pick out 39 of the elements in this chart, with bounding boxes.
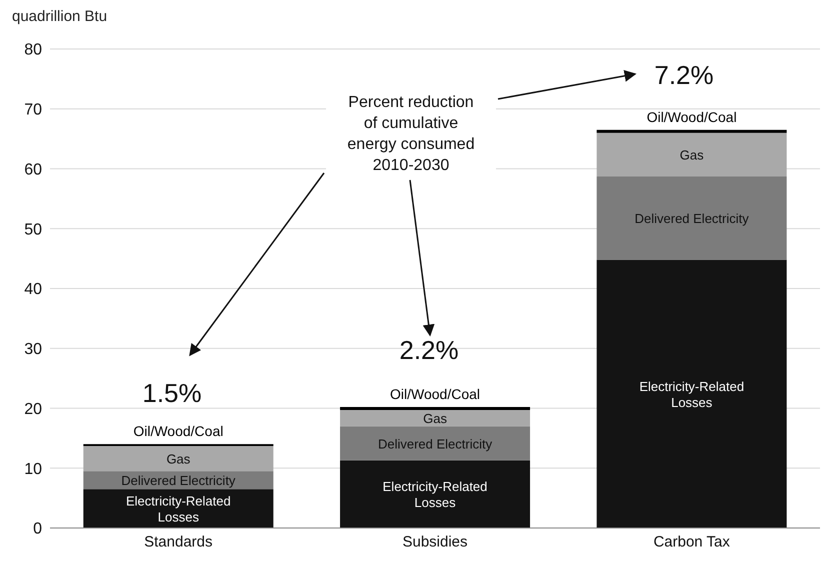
annotation: 1.5% [141,378,203,408]
y-tick-label: 40 [24,281,42,298]
y-tick-label: 50 [24,221,42,238]
text: Delivered Electricity [634,210,749,226]
y-tick-label: 20 [24,400,42,418]
bar [83,489,274,528]
text: Gas [166,451,190,466]
text: Oil/Wood/Coal [390,386,480,402]
bar [596,176,787,260]
bar [596,260,787,528]
y-tick-label: 60 [24,161,42,178]
bar [83,446,274,472]
y-tick-label: 70 [24,102,42,119]
x-tick-label: Subsidies [402,534,468,551]
x-tick-label: Carbon Tax [653,534,730,551]
y-axis-title: quadrillion Btu [12,8,108,25]
annotation: 2.2% [398,335,460,365]
text: Electricity-Related Losses [639,378,744,410]
x-tick-label: Standards [144,534,213,551]
y-tick-label: 0 [33,520,42,538]
series-label: Gas [423,410,448,426]
y-tick-label: 80 [24,42,42,59]
series-label: Electricity-Related Losses [126,493,231,524]
text: Delivered Electricity [378,436,492,451]
y-tick-label: 10 [24,460,42,478]
bar [340,407,530,410]
bar [596,130,787,133]
text: Oil/Wood/Coal [646,108,737,125]
series-label: Oil/Wood/Coal [133,423,224,440]
bar [340,410,530,426]
text: Electricity-Related Losses [382,478,488,510]
bar [340,426,530,460]
y-tick-label: 30 [24,341,42,358]
annotation: Percent reduction of cumulative energy consumed 2010-2030 [326,92,496,176]
bar [340,460,530,528]
text: Gas [680,147,704,162]
annotation: 7.2% [653,60,715,90]
bar [596,132,787,177]
series-label: Delivered Electricity [121,472,236,488]
